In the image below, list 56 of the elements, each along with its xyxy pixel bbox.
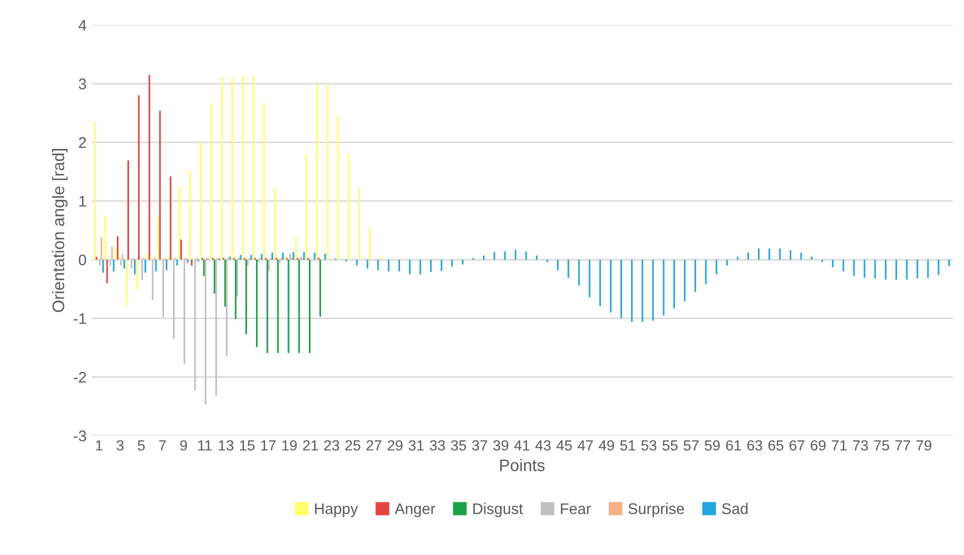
x-tick-label: 79 <box>916 440 932 451</box>
x-tick-label: 35 <box>451 440 466 451</box>
x-axis-title: Points <box>500 458 545 472</box>
x-tick-label: 69 <box>810 440 826 451</box>
x-tick-label: 43 <box>535 440 551 451</box>
x-tick-label: 75 <box>874 440 890 451</box>
legend-label: Anger <box>394 503 436 518</box>
legend-label: Sad <box>722 502 748 514</box>
x-tick-label: 19 <box>282 440 297 451</box>
x-tick-label: 29 <box>388 440 403 451</box>
x-tick-label: 53 <box>641 440 656 451</box>
y-tick-label: -1 <box>74 313 86 324</box>
x-tick-label: 37 <box>472 440 488 451</box>
x-tick-label: 41 <box>514 440 530 450</box>
x-tick-label: 9 <box>180 440 187 451</box>
y-tick-label: -2 <box>74 372 86 383</box>
x-tick-label: 33 <box>430 440 445 451</box>
x-tick-label: 5 <box>138 440 145 451</box>
x-tick-label: 55 <box>662 440 678 451</box>
x-tick-label: 67 <box>790 440 804 451</box>
x-tick-label: 3 <box>116 440 124 451</box>
x-tick-label: 47 <box>578 440 593 450</box>
legend-label: Surprise <box>628 502 684 518</box>
x-tick-label: 13 <box>218 440 234 451</box>
x-tick-label: 71 <box>832 440 847 450</box>
x-tick-label: 1 <box>96 440 102 450</box>
x-tick-label: 7 <box>159 440 166 450</box>
x-tick-label: 61 <box>726 440 741 451</box>
y-tick-label: 0 <box>78 254 86 266</box>
x-tick-label: 23 <box>324 440 340 451</box>
y-tick-label: 4 <box>78 20 86 31</box>
x-tick-label: 63 <box>747 440 762 451</box>
x-tick-label: 31 <box>408 440 424 451</box>
x-tick-label: 27 <box>366 440 382 450</box>
x-tick-label: 73 <box>853 440 868 451</box>
y-tick-label: 3 <box>78 78 86 90</box>
x-tick-label: 57 <box>684 440 699 451</box>
legend-label: Disgust <box>473 502 523 518</box>
legend-label: Happy <box>315 503 358 518</box>
y-axis-title: Orientation angle [rad] <box>52 149 68 312</box>
y-tick-label: 1 <box>79 196 86 207</box>
x-tick-label: 59 <box>704 440 720 451</box>
x-tick-label: 25 <box>345 440 360 451</box>
x-tick-label: 39 <box>493 440 508 451</box>
y-tick-label: 2 <box>78 137 86 148</box>
y-tick-label: -3 <box>74 430 86 442</box>
x-tick-label: 77 <box>895 440 910 450</box>
x-tick-label: 21 <box>303 440 318 450</box>
x-tick-label: 11 <box>198 440 212 450</box>
x-tick-label: 45 <box>556 440 572 451</box>
x-tick-label: 49 <box>598 440 614 451</box>
x-tick-label: 65 <box>768 440 784 451</box>
x-tick-label: 15 <box>240 440 255 451</box>
x-tick-label: 17 <box>261 440 276 450</box>
legend-label: Fear <box>560 503 591 514</box>
x-tick-label: 51 <box>620 440 636 451</box>
